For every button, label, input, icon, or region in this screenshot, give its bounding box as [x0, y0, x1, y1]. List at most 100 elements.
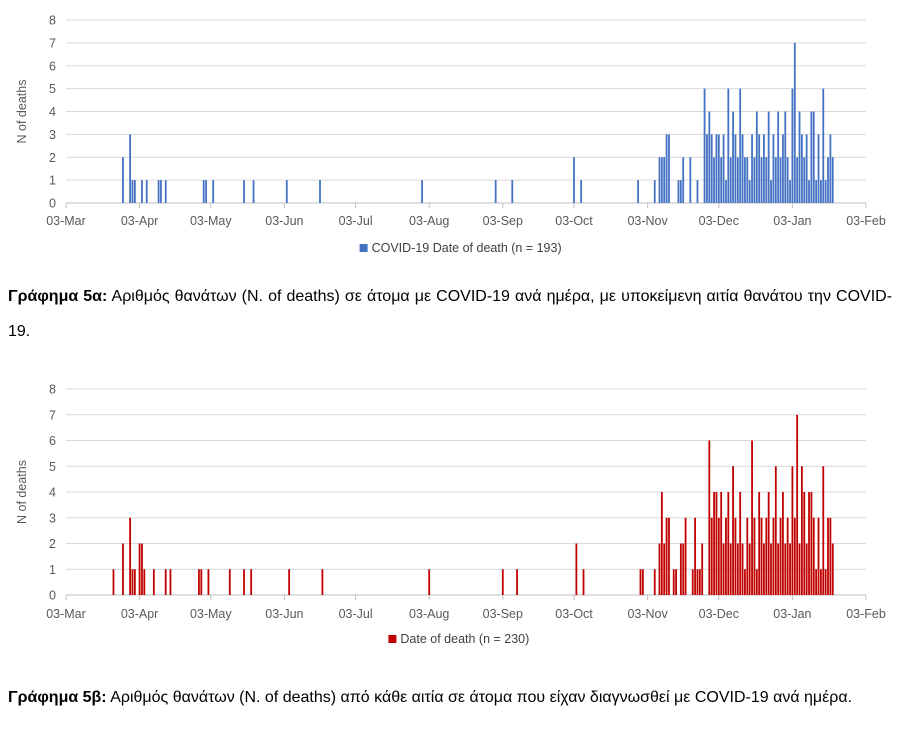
x-tick-label: 03-Apr	[121, 214, 159, 228]
bar	[637, 180, 640, 203]
bar	[831, 543, 834, 595]
bar	[729, 543, 732, 595]
bar	[428, 569, 431, 595]
bar	[653, 180, 656, 203]
legend-label: Date of death (n = 230)	[400, 632, 529, 646]
bar	[734, 517, 737, 595]
bar	[812, 111, 815, 203]
chart-svg: 0 1 2 3 4 5 6 7 8 N of deaths 03-Mar 03-Apr 03-May 03…	[15, 383, 886, 647]
bar	[732, 111, 734, 203]
y-tick-label: 8	[49, 14, 56, 28]
bar	[772, 517, 775, 595]
bar	[665, 134, 668, 203]
bar	[122, 157, 124, 203]
bar	[744, 569, 746, 595]
chart-5b: 0 1 2 3 4 5 6 7 8 N of deaths 03-Mar 03-Apr 03-May 03…	[0, 376, 900, 658]
bar	[815, 569, 818, 595]
bar	[169, 569, 172, 595]
bar	[767, 492, 770, 595]
bar	[703, 88, 706, 203]
bar	[663, 543, 666, 595]
y-axis-label: N of deaths	[15, 460, 29, 524]
caption-5b: Γράφημα 5β: Αριθμός θανάτων (N. of death…	[8, 680, 892, 715]
bar	[810, 492, 813, 595]
x-tick-label: 03-Mar	[46, 607, 86, 621]
bar	[660, 492, 663, 595]
bar	[739, 88, 742, 203]
bar	[129, 134, 131, 203]
bar	[672, 569, 675, 595]
bar	[682, 157, 685, 203]
caption-5b-text: Αριθμός θανάτων (N. of deaths) από κάθε …	[110, 689, 853, 706]
y-tick-label: 8	[49, 383, 56, 397]
bar	[819, 180, 822, 203]
bar	[801, 466, 803, 595]
x-tick-label: 03-Oct	[555, 607, 593, 621]
bar	[796, 157, 799, 203]
bar	[200, 569, 203, 595]
x-tick-label: 03-Jul	[339, 607, 373, 621]
bar	[729, 157, 732, 203]
bar	[808, 492, 810, 595]
bar	[791, 466, 794, 595]
bar	[694, 517, 696, 595]
x-tick-label: 03-Oct	[555, 214, 593, 228]
bar	[793, 517, 796, 595]
bar	[205, 180, 207, 203]
bar	[582, 569, 585, 595]
bar	[212, 180, 215, 203]
bar	[133, 180, 136, 203]
bar	[793, 42, 796, 203]
bar	[829, 134, 832, 203]
bar	[164, 180, 167, 203]
bar	[285, 180, 288, 203]
bar	[157, 180, 160, 203]
bar	[713, 492, 715, 595]
bar	[653, 569, 656, 595]
legend-label: COVID-19 Date of death (n = 193)	[372, 241, 562, 255]
bar	[777, 543, 780, 595]
x-tick-label: 03-Aug	[409, 214, 449, 228]
bar	[810, 111, 813, 203]
bar	[798, 543, 801, 595]
bar	[160, 180, 162, 203]
bar	[665, 517, 668, 595]
bar	[319, 180, 321, 203]
bar	[727, 88, 730, 203]
bar	[164, 569, 167, 595]
bar	[777, 111, 780, 203]
x-tick-label: 03-May	[190, 607, 232, 621]
bar	[573, 157, 575, 203]
bar	[831, 157, 834, 203]
x-tick-label: 03-Mar	[46, 214, 86, 228]
bar	[696, 569, 699, 595]
x-tick-label: 03-Feb	[846, 607, 886, 621]
bar	[744, 157, 746, 203]
bar	[708, 440, 711, 595]
bar	[767, 111, 770, 203]
y-axis-label: N of deaths	[15, 80, 29, 144]
y-tick-label: 3	[49, 128, 56, 142]
chart-svg: 0 1 2 3 4 5 6 7 8 N of deaths 03-Mar 03-Apr 03-May 03…	[15, 14, 886, 256]
bar	[575, 543, 578, 595]
bar	[679, 180, 682, 203]
bar	[758, 492, 761, 595]
bar	[784, 543, 787, 595]
bar	[786, 517, 789, 595]
bar	[805, 543, 808, 595]
bar	[138, 543, 141, 595]
bar	[698, 569, 701, 595]
bar	[250, 569, 253, 595]
bar	[715, 492, 718, 595]
caption-5a: Γράφημα 5α: Αριθμός θανάτων (N. of death…	[8, 279, 892, 349]
y-tick-label: 7	[49, 36, 56, 50]
x-tick-label: 03-Aug	[409, 607, 449, 621]
bar	[765, 517, 768, 595]
bar	[715, 134, 718, 203]
bar	[717, 134, 720, 203]
bar	[501, 569, 504, 595]
bar	[663, 157, 666, 203]
bar	[779, 157, 782, 203]
bar	[827, 517, 829, 595]
y-tick-label: 2	[49, 151, 56, 165]
